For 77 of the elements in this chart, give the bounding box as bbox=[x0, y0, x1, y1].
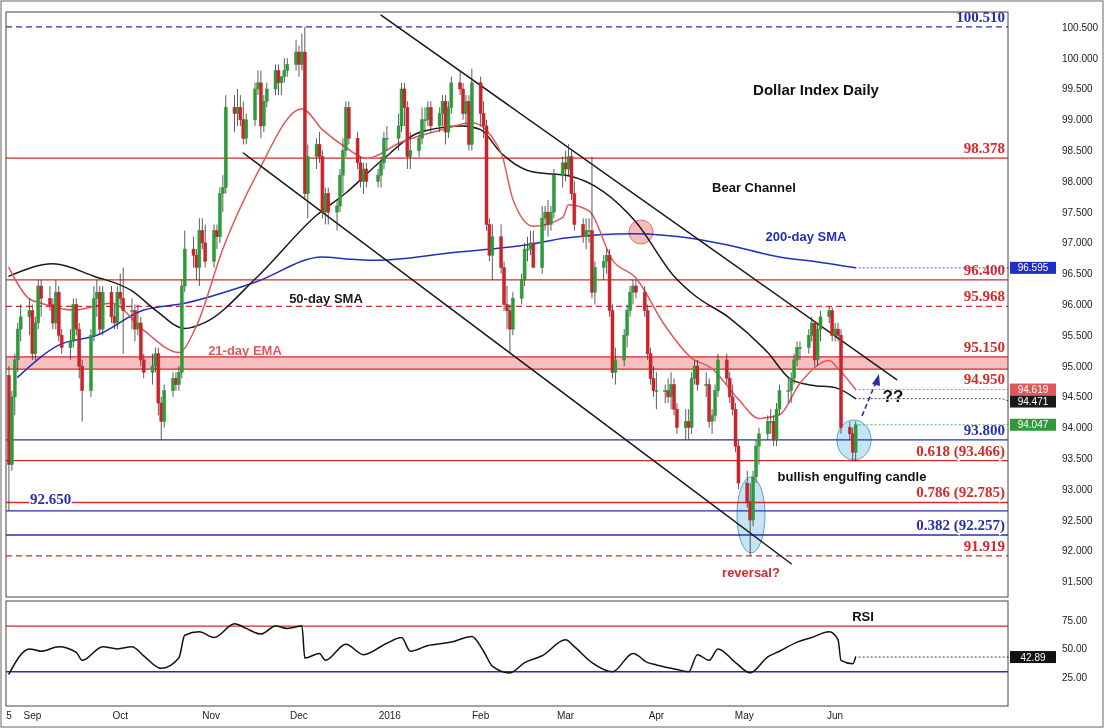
candlestick bbox=[27, 297, 32, 336]
ref-line-label: 100.510 bbox=[956, 8, 1005, 25]
candlestick bbox=[364, 162, 369, 188]
candlestick bbox=[490, 224, 495, 281]
x-tick-label: Feb bbox=[472, 710, 490, 721]
ref-line-label: 96.400 bbox=[963, 261, 1005, 278]
ref-line-label: 0.382 (92.257) bbox=[916, 516, 1005, 534]
series-label: RSI bbox=[852, 609, 874, 624]
candlestick bbox=[244, 113, 248, 145]
x-tick-label: Dec bbox=[290, 710, 308, 721]
y-tick-label: 94.500 bbox=[1062, 391, 1094, 403]
y-tick-label: 99.500 bbox=[1062, 83, 1094, 95]
y-tick-label: 98.500 bbox=[1062, 145, 1094, 157]
y-tick-label: 25.00 bbox=[1062, 671, 1088, 683]
candlestick bbox=[282, 57, 287, 84]
candlestick bbox=[323, 187, 328, 225]
x-tick-label: Jun bbox=[827, 710, 844, 721]
x-tick-label: Oct bbox=[112, 710, 129, 721]
annotation: bullish engulfing candle bbox=[777, 469, 927, 484]
ref-line-label: 98.378 bbox=[963, 140, 1005, 157]
y-tick-label: 97.500 bbox=[1062, 206, 1094, 218]
y-tick-label: 99.000 bbox=[1062, 114, 1094, 126]
ref-line-label: 0.786 (92.785) bbox=[916, 484, 1005, 502]
ref-line-label: 93.800 bbox=[963, 421, 1005, 438]
y-tick-label: 98.000 bbox=[1062, 175, 1094, 187]
y-tick-label: 50.00 bbox=[1062, 643, 1088, 655]
candlestick bbox=[584, 217, 588, 250]
data-label: 96.595 bbox=[1017, 262, 1049, 274]
x-tick-label: Mar bbox=[556, 710, 575, 721]
x-tick-label: Sep bbox=[23, 710, 42, 721]
text: Dollar Index Daily bbox=[753, 81, 880, 98]
candlestick bbox=[429, 100, 433, 133]
candlestick bbox=[232, 94, 237, 133]
y-tick-label: 93.000 bbox=[1062, 483, 1094, 495]
x-tick-label: Apr bbox=[648, 710, 665, 721]
candlestick bbox=[276, 63, 281, 96]
candlestick bbox=[546, 199, 550, 238]
ref-line-label: 95.150 bbox=[963, 338, 1005, 355]
candlestick bbox=[171, 371, 175, 398]
data-label: 94.471 bbox=[1017, 396, 1049, 408]
candlestick bbox=[704, 371, 708, 398]
x-tick-label: Nov bbox=[202, 710, 220, 721]
ref-line-label: 91.919 bbox=[963, 537, 1005, 554]
candlestick bbox=[273, 63, 278, 96]
annotation: ?? bbox=[882, 387, 904, 406]
series-label: 21-day EMA bbox=[208, 343, 283, 358]
y-tick-label: 96.000 bbox=[1062, 299, 1094, 310]
candlestick bbox=[361, 162, 366, 195]
annotation: reversal? bbox=[722, 565, 780, 580]
annotation: 94.047 bbox=[1017, 419, 1049, 431]
candlestick bbox=[408, 131, 413, 170]
candlestick bbox=[613, 347, 618, 385]
x-tick-label: 2016 bbox=[378, 710, 402, 721]
candlestick bbox=[235, 88, 240, 127]
y-tick-label: 95.000 bbox=[1062, 360, 1094, 372]
y-tick-label: 96.500 bbox=[1062, 268, 1094, 280]
y-tick-label: 100.500 bbox=[1062, 21, 1099, 33]
candlestick bbox=[686, 408, 691, 441]
y-tick-label: 91.500 bbox=[1062, 576, 1094, 588]
y-tick-label: 97.000 bbox=[1062, 237, 1094, 249]
y-tick-label: 93.500 bbox=[1062, 452, 1094, 464]
series-label: 200-day SMA bbox=[765, 229, 848, 244]
annotation: Bear Channel bbox=[712, 180, 796, 195]
y-tick-label: 92.000 bbox=[1062, 545, 1094, 557]
x-tick-label: 5 bbox=[6, 710, 13, 721]
y-tick-label: 75.00 bbox=[1062, 614, 1088, 626]
ref-line-label: 0.618 (93.466) bbox=[916, 442, 1005, 460]
ref-line-label: 95.968 bbox=[963, 288, 1005, 305]
x-tick-label: May bbox=[734, 710, 754, 721]
ref-line-label: 94.950 bbox=[963, 371, 1005, 388]
text: 50-day SMA bbox=[289, 291, 364, 306]
y-tick-label: 94.000 bbox=[1062, 422, 1094, 434]
y-tick-label: 92.500 bbox=[1062, 514, 1094, 526]
y-tick-label: 95.500 bbox=[1062, 329, 1094, 341]
data-label: 42.89 bbox=[1020, 651, 1046, 663]
data-label: 94.619 bbox=[1017, 384, 1049, 396]
y-tick-label: 100.000 bbox=[1062, 52, 1099, 64]
